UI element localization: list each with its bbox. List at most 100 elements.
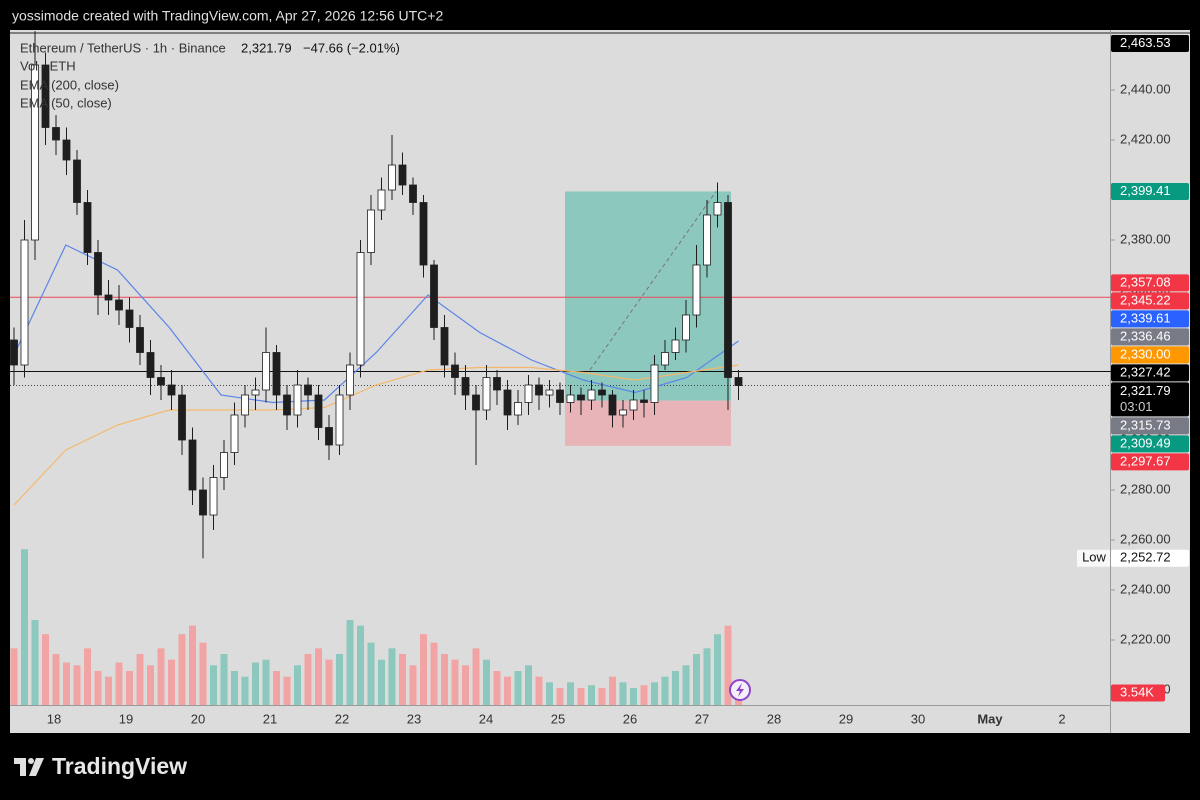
trade-path	[589, 191, 717, 371]
candle-body	[167, 384, 176, 396]
candle-body	[482, 377, 491, 411]
candle-body	[430, 264, 438, 328]
candle-body	[545, 389, 554, 396]
volume-bar	[388, 648, 396, 705]
volume-bar	[10, 648, 18, 705]
x-tick-label: 18	[47, 711, 61, 726]
candle-body	[115, 299, 123, 311]
candle-body	[73, 159, 81, 203]
price-tag-label: 2,399.41	[1120, 183, 1171, 198]
candle-body	[62, 139, 71, 161]
legend: Ethereum / TetherUS · 1h · Binance 2,321…	[20, 40, 400, 110]
x-tick-label: 23	[407, 711, 421, 726]
logo-mark	[29, 758, 44, 776]
candle-body	[220, 452, 228, 478]
volume-bar	[105, 676, 112, 705]
volume-bar	[630, 688, 637, 705]
volume-bar	[273, 671, 280, 705]
volume-bar	[283, 676, 291, 705]
price-tag-label: 2,339.61	[1120, 310, 1171, 325]
candle-body	[20, 239, 29, 366]
candle-body	[409, 184, 417, 203]
x-tick-label: 22	[335, 711, 349, 726]
volume-bar	[210, 665, 217, 705]
volume-bar	[262, 659, 270, 705]
candle-body	[587, 389, 596, 401]
volume-tag-label: 3.54K	[1120, 684, 1154, 699]
x-tick-label: 2	[1058, 711, 1065, 726]
low-tag-label: Low	[1082, 550, 1106, 565]
price-tag-label: 2,327.42	[1120, 364, 1171, 379]
price-tag	[1111, 453, 1189, 471]
candle-body	[661, 352, 669, 366]
ema-line	[13, 244, 739, 404]
volume-bar	[672, 671, 679, 705]
price-tag-label: 2,309.49	[1120, 435, 1171, 450]
price-tag-label: 2,336.46	[1120, 328, 1171, 343]
price-tag	[1111, 382, 1189, 417]
alert-icon[interactable]	[729, 679, 751, 701]
candle-body	[535, 384, 543, 396]
volume-bar	[430, 642, 438, 705]
volume-bar	[220, 654, 228, 705]
candle-body	[640, 399, 648, 403]
candle-body	[272, 352, 281, 396]
x-tick-label: 30	[911, 711, 925, 726]
price-tag	[1111, 417, 1189, 435]
candle-body	[566, 394, 575, 403]
volume-bar	[157, 648, 165, 705]
candle-body	[335, 394, 344, 446]
stop-zone	[565, 400, 731, 446]
price-tag	[1111, 274, 1189, 292]
volume-bar	[21, 549, 28, 705]
logo-mark	[14, 758, 26, 776]
candle-body	[472, 394, 480, 411]
volume-bar	[346, 620, 354, 705]
volume-bar	[63, 662, 70, 705]
volume-bar	[357, 625, 364, 705]
candle-body	[598, 389, 606, 396]
candle-body	[398, 164, 407, 186]
candle-body	[356, 252, 365, 366]
candle-body	[199, 489, 207, 516]
candle-body	[10, 339, 18, 366]
candle-body	[230, 414, 239, 453]
price-tag-label: 2,463.53	[1120, 35, 1171, 50]
candle-body	[703, 214, 711, 266]
candle-body	[41, 64, 50, 128]
price-tag-label: 2,330.00	[1120, 346, 1171, 361]
volume-bar	[619, 682, 627, 705]
candle-body	[346, 364, 354, 396]
volume-bar	[567, 682, 574, 705]
volume-bar	[409, 665, 417, 705]
candle-body	[31, 64, 39, 241]
volume-bar	[136, 654, 144, 705]
candle-body	[241, 394, 249, 416]
low-tag	[1077, 549, 1110, 567]
candle-body	[692, 264, 701, 316]
candle-body	[251, 389, 260, 396]
volume-bar	[420, 634, 427, 705]
volume-bar	[640, 685, 648, 705]
price-tag	[1111, 328, 1189, 346]
price-tag-label: 2,345.22	[1120, 292, 1171, 307]
ema200-legend: EMA (200, close)	[20, 77, 119, 92]
candle-body	[503, 389, 512, 416]
candle-body	[157, 377, 165, 386]
brand: TradingView	[52, 753, 187, 779]
candle-body	[524, 384, 533, 403]
volume-bar	[31, 620, 39, 705]
candle-body	[209, 477, 218, 516]
candle-body	[94, 252, 102, 296]
y-tick-label: 2,220.00	[1120, 631, 1171, 646]
alert-bolt[interactable]	[736, 683, 744, 697]
volume-bar	[682, 665, 690, 705]
candle-body	[283, 394, 291, 416]
candle-body	[461, 377, 470, 396]
candle-body	[734, 377, 743, 386]
ema-line	[13, 364, 739, 506]
candle-body	[682, 314, 690, 341]
volume-bar	[84, 648, 91, 705]
candle-body	[556, 389, 564, 403]
volume-bar	[493, 671, 501, 705]
